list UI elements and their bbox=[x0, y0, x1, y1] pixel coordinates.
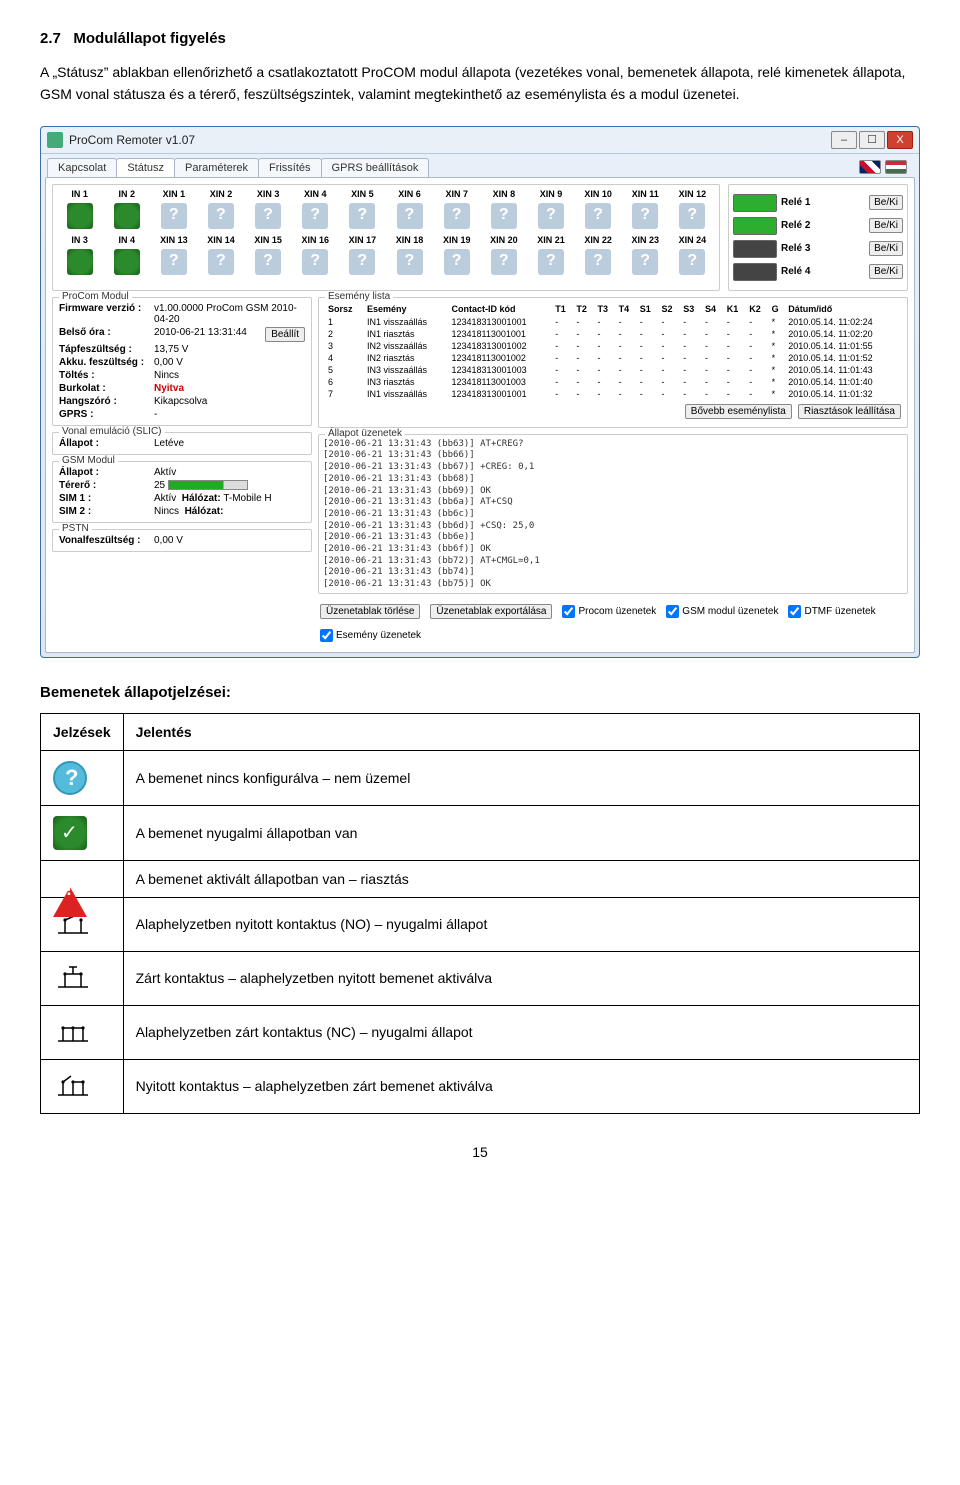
event-table: SorszEseményContact-ID kódT1T2T3T4S1S2S3… bbox=[325, 302, 901, 400]
relay-toggle-button[interactable]: Be/Ki bbox=[869, 195, 903, 210]
input-unknown-icon bbox=[632, 249, 658, 275]
flag-hu-icon[interactable] bbox=[885, 160, 907, 174]
close-button[interactable]: X bbox=[887, 131, 913, 149]
input-ok-icon bbox=[114, 203, 140, 229]
event-list-panel: Esemény lista SorszEseményContact-ID kód… bbox=[318, 297, 908, 428]
export-messages-button[interactable]: Üzenetablak exportálása bbox=[430, 604, 552, 619]
flag-en-icon[interactable] bbox=[859, 160, 881, 174]
section-heading: 2.7 Modulállapot figyelés bbox=[40, 30, 920, 47]
panel-legend: ProCom Modul bbox=[59, 291, 132, 302]
switch-no-closed-icon bbox=[53, 962, 93, 992]
event-row[interactable]: 4IN2 riasztás123418113001002----------*2… bbox=[325, 352, 901, 364]
input-unknown-icon bbox=[491, 203, 517, 229]
event-row[interactable]: 5IN3 visszaállás123418313001003---------… bbox=[325, 364, 901, 376]
tab-státusz[interactable]: Státusz bbox=[116, 158, 175, 177]
tab-frissítés[interactable]: Frissítés bbox=[258, 158, 322, 177]
input-unknown-icon bbox=[255, 203, 281, 229]
app-window: ProCom Remoter v1.07 – ☐ X KapcsolatStát… bbox=[40, 126, 920, 658]
tab-content: IN 1IN 2XIN 1XIN 2XIN 3XIN 4XIN 5XIN 6XI… bbox=[45, 177, 915, 653]
input-unknown-icon bbox=[538, 203, 564, 229]
more-events-button[interactable]: Bővebb eseménylista bbox=[685, 404, 792, 419]
chk-gsm[interactable]: GSM modul üzenetek bbox=[666, 605, 778, 618]
minimize-button[interactable]: – bbox=[831, 131, 857, 149]
input-unknown-icon bbox=[397, 249, 423, 275]
chk-dtmf[interactable]: DTMF üzenetek bbox=[788, 605, 875, 618]
input-unknown-icon bbox=[585, 203, 611, 229]
event-row[interactable]: 7IN1 visszaállás123418313001001---------… bbox=[325, 388, 901, 400]
tabs: KapcsolatStátuszParaméterekFrissítésGPRS… bbox=[41, 154, 919, 177]
tab-gprs beállítások[interactable]: GPRS beállítások bbox=[321, 158, 430, 177]
stop-alarms-button[interactable]: Riasztások leállítása bbox=[798, 404, 901, 419]
tab-kapcsolat[interactable]: Kapcsolat bbox=[47, 158, 117, 177]
app-icon bbox=[47, 132, 63, 148]
relay-led bbox=[733, 263, 777, 281]
shield-icon bbox=[53, 816, 87, 850]
relay-toggle-button[interactable]: Be/Ki bbox=[869, 218, 903, 233]
input-unknown-icon bbox=[444, 203, 470, 229]
relay-led bbox=[733, 194, 777, 212]
input-unknown-icon bbox=[255, 249, 281, 275]
input-unknown-icon bbox=[679, 249, 705, 275]
input-unknown-icon bbox=[161, 249, 187, 275]
question-icon bbox=[53, 761, 87, 795]
col-meaning: Jelentés bbox=[123, 713, 919, 750]
page-number: 15 bbox=[40, 1144, 920, 1160]
relay-toggle-button[interactable]: Be/Ki bbox=[869, 241, 903, 256]
gsm-panel: GSM Modul Állapot :Aktív Térerő :25 SIM … bbox=[52, 461, 312, 523]
procom-module-panel: ProCom Modul Firmware verzió :v1.00.0000… bbox=[52, 297, 312, 426]
window-title: ProCom Remoter v1.07 bbox=[69, 133, 831, 147]
chk-procom[interactable]: Procom üzenetek bbox=[562, 605, 656, 618]
slic-panel: Vonal emuláció (SLIC) Állapot :Letéve bbox=[52, 432, 312, 455]
input-unknown-icon bbox=[538, 249, 564, 275]
signal-bar bbox=[168, 480, 248, 490]
event-row[interactable]: 2IN1 riasztás123418113001001----------*2… bbox=[325, 328, 901, 340]
input-unknown-icon bbox=[444, 249, 470, 275]
meanings-table: Jelzések Jelentés A bemenet nincs konfig… bbox=[40, 713, 920, 1114]
section-title-text: Modulállapot figyelés bbox=[73, 30, 226, 47]
input-unknown-icon bbox=[349, 249, 375, 275]
input-ok-icon bbox=[114, 249, 140, 275]
input-unknown-icon bbox=[397, 203, 423, 229]
section-body: A „Státusz” ablakban ellenőrizhető a csa… bbox=[40, 61, 920, 106]
input-unknown-icon bbox=[208, 203, 234, 229]
input-unknown-icon bbox=[585, 249, 611, 275]
switch-nc-closed-icon bbox=[53, 1016, 93, 1046]
chk-event[interactable]: Esemény üzenetek bbox=[320, 629, 421, 642]
language-flags bbox=[859, 158, 913, 177]
maximize-button[interactable]: ☐ bbox=[859, 131, 885, 149]
input-unknown-icon bbox=[491, 249, 517, 275]
input-unknown-icon bbox=[161, 203, 187, 229]
event-row[interactable]: 3IN2 visszaállás123418313001002---------… bbox=[325, 340, 901, 352]
event-row[interactable]: 1IN1 visszaállás123418313001001---------… bbox=[325, 316, 901, 328]
messages-panel: Állapot üzenetek [2010-06-21 13:31:43 (b… bbox=[318, 434, 908, 594]
tab-paraméterek[interactable]: Paraméterek bbox=[174, 158, 259, 177]
input-unknown-icon bbox=[679, 203, 705, 229]
section-number: 2.7 bbox=[40, 30, 61, 47]
titlebar: ProCom Remoter v1.07 – ☐ X bbox=[41, 127, 919, 154]
message-log: [2010-06-21 13:31:43 (bb63)] AT+CREG? [2… bbox=[323, 439, 903, 589]
clear-messages-button[interactable]: Üzenetablak törlése bbox=[320, 604, 420, 619]
alert-triangle-icon bbox=[53, 871, 87, 917]
col-signals: Jelzések bbox=[41, 713, 124, 750]
switch-nc-open-icon bbox=[53, 1070, 93, 1100]
meanings-heading: Bemenetek állapotjelzései: bbox=[40, 684, 920, 701]
window-controls: – ☐ X bbox=[831, 131, 913, 149]
pstn-panel: PSTN Vonalfeszültség :0,00 V bbox=[52, 529, 312, 552]
input-unknown-icon bbox=[632, 203, 658, 229]
relay-led bbox=[733, 240, 777, 258]
input-unknown-icon bbox=[302, 203, 328, 229]
relay-led bbox=[733, 217, 777, 235]
input-unknown-icon bbox=[302, 249, 328, 275]
relays-panel: Relé 1Be/KiRelé 2Be/KiRelé 3Be/KiRelé 4B… bbox=[728, 184, 908, 291]
clock-set-button[interactable]: Beállít bbox=[265, 327, 305, 342]
input-ok-icon bbox=[67, 203, 93, 229]
inputs-panel: IN 1IN 2XIN 1XIN 2XIN 3XIN 4XIN 5XIN 6XI… bbox=[52, 184, 720, 291]
relay-toggle-button[interactable]: Be/Ki bbox=[869, 264, 903, 279]
input-unknown-icon bbox=[208, 249, 234, 275]
input-unknown-icon bbox=[349, 203, 375, 229]
input-ok-icon bbox=[67, 249, 93, 275]
message-toolbar: Üzenetablak törlése Üzenetablak exportál… bbox=[318, 600, 908, 646]
event-row[interactable]: 6IN3 riasztás123418113001003----------*2… bbox=[325, 376, 901, 388]
